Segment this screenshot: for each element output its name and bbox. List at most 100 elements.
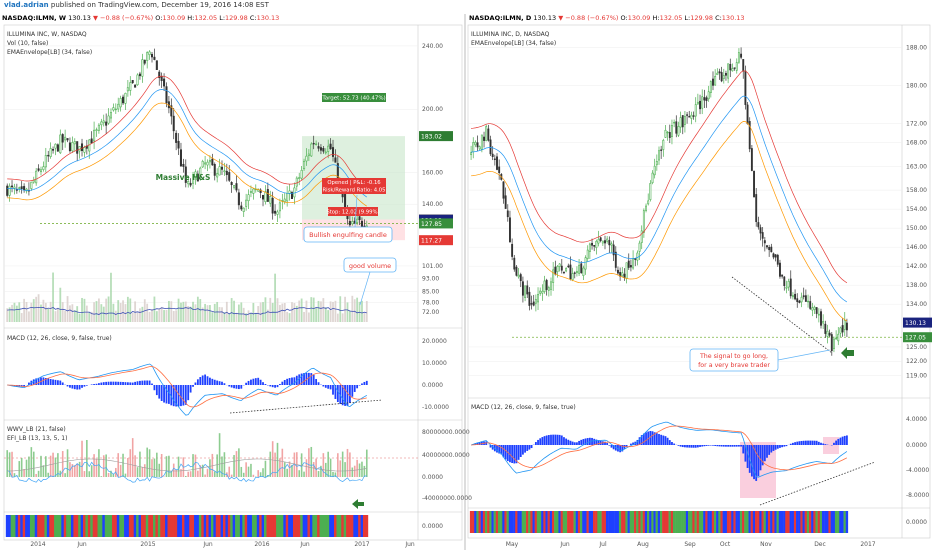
macd-bar (763, 445, 766, 462)
macd-bar (324, 385, 327, 388)
macd-bar (237, 385, 240, 390)
left-candle (233, 185, 236, 188)
right-candle (625, 262, 628, 279)
right-candle (532, 301, 535, 306)
macd-bar (189, 385, 192, 393)
macd-bar (47, 378, 50, 385)
imp-bar (482, 511, 486, 533)
right-candle (830, 334, 833, 351)
imp-bar (196, 515, 200, 537)
right-candle (610, 243, 613, 246)
macd-bar (201, 375, 204, 385)
macd-bar (56, 380, 59, 385)
macd-bar (571, 441, 574, 445)
imp-bar (32, 515, 36, 537)
macd-bar (312, 374, 315, 385)
signal-label-2: for a very brave trader (698, 362, 770, 369)
macd-bar (209, 377, 211, 385)
imp-bar (155, 515, 159, 537)
imp-bar (554, 511, 557, 533)
macd-bar (582, 439, 585, 445)
engulf-callout[interactable] (303, 226, 393, 243)
wwv-bar (172, 463, 175, 477)
efi-line (7, 461, 367, 483)
right-candle (677, 126, 680, 136)
imp-bar (551, 511, 555, 533)
wwv-bar (230, 474, 233, 477)
right-candle (638, 242, 641, 252)
macd-bar (813, 440, 816, 445)
imp-bar (160, 515, 164, 537)
right-candle (502, 181, 505, 199)
left-candle (66, 138, 69, 141)
volume-bar (102, 306, 105, 322)
wwv-bar (151, 459, 153, 477)
imp-bar (104, 515, 108, 537)
macd-bar (560, 435, 563, 445)
imp-bar (213, 515, 217, 537)
wwv-bar (69, 462, 71, 477)
imp-bar (774, 511, 777, 533)
volume-bar (361, 300, 363, 322)
volume-bar (303, 311, 305, 322)
imp-bar (469, 511, 473, 533)
macd-bar (131, 382, 134, 385)
macd-bar (817, 441, 820, 445)
left-candle (146, 52, 149, 61)
imp-bar (37, 515, 40, 537)
right-candle (580, 263, 583, 274)
macd-bar (662, 435, 665, 445)
wwv-bar (165, 456, 168, 477)
wwv-bar (322, 453, 325, 477)
imp-bar (165, 515, 168, 537)
left-candle (187, 181, 190, 185)
right-candle (647, 200, 650, 205)
imp-bar (644, 511, 648, 533)
wwv-bar (59, 470, 62, 477)
imp-bar (556, 511, 559, 533)
macd-bar (530, 445, 533, 449)
imp-bar (288, 515, 291, 537)
right-candle (608, 240, 611, 246)
imp-bar (666, 511, 669, 533)
volume-bar (44, 302, 47, 322)
macd-bar (177, 385, 180, 407)
macd-bar (621, 445, 624, 452)
right-candle (487, 128, 490, 141)
right-candle (584, 257, 587, 270)
right-candle (843, 320, 846, 330)
imp-bar (90, 515, 94, 537)
left-candle (18, 187, 21, 189)
macd-bar (504, 445, 507, 460)
right-candle (515, 266, 518, 276)
macd-bar (42, 377, 45, 385)
volume-bar (334, 300, 337, 322)
macd-bar (322, 385, 325, 387)
wwv-bar (160, 453, 163, 477)
imp-bar (181, 515, 185, 537)
imp-bar (603, 511, 607, 533)
imp-bar (42, 515, 45, 537)
right-candle (742, 59, 745, 72)
volume-bar (126, 296, 129, 322)
macd-bar (293, 377, 296, 385)
macd-bar (593, 438, 596, 445)
left-candle (266, 189, 269, 202)
left-candle (143, 59, 146, 64)
macd-bar (766, 445, 768, 458)
macd-bar (573, 442, 576, 445)
imp-bar (227, 515, 231, 537)
macd-bar (221, 381, 223, 385)
right-candle (709, 81, 712, 94)
author-name[interactable]: vlad.adrian (4, 1, 49, 9)
macd-bar (66, 385, 69, 387)
left-macd-label: MACD (12, 26, close, 9, false, true) (7, 335, 112, 342)
macd-bar (543, 436, 546, 445)
macd-bar (32, 379, 35, 385)
imp-bar (95, 515, 98, 537)
imp-bar (582, 511, 585, 533)
left-candle (172, 115, 175, 132)
right-candle (701, 96, 704, 109)
macd-bar (288, 378, 291, 385)
